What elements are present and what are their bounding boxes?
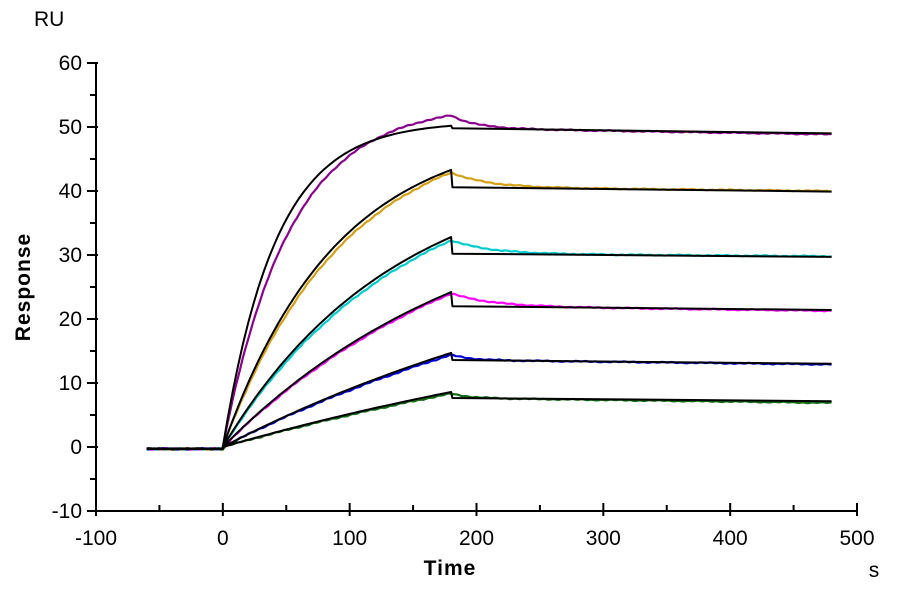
- measured-curve-series-3: [146, 239, 832, 451]
- y-axis-unit-label: RU: [34, 8, 65, 31]
- x-axis-title: Time: [423, 557, 477, 580]
- fit-curve-series-2: [146, 168, 832, 450]
- y-tick-label: 30: [59, 244, 82, 267]
- y-tick-label: 20: [59, 308, 82, 331]
- fit-curves: [146, 124, 832, 450]
- x-tick-label: -100: [75, 527, 117, 550]
- x-tick-label: 400: [713, 527, 748, 550]
- y-tick-label: 40: [59, 180, 82, 203]
- x-tick-label: 500: [839, 527, 874, 550]
- y-axis-title: Response: [12, 232, 35, 342]
- x-tick-label: 0: [217, 527, 229, 550]
- y-tick-label: -10: [52, 500, 82, 523]
- x-tick-label: 200: [459, 527, 494, 550]
- fit-curve-series-3: [146, 236, 832, 450]
- x-axis-unit-label: s: [868, 559, 880, 582]
- y-tick-label: 0: [70, 436, 82, 459]
- y-tick-label: 50: [59, 116, 82, 139]
- axis-lines: [95, 63, 857, 512]
- fit-curve-series-5: [146, 351, 832, 450]
- y-tick-label: 60: [59, 52, 82, 75]
- x-tick-label: 300: [586, 527, 621, 550]
- fit-curve-series-6-lowest: [146, 391, 832, 450]
- y-tick-label: 10: [59, 372, 82, 395]
- fit-curve-series-1-highest: [146, 124, 832, 450]
- fit-curve-series-4: [146, 291, 832, 450]
- x-tick-label: 100: [332, 527, 367, 550]
